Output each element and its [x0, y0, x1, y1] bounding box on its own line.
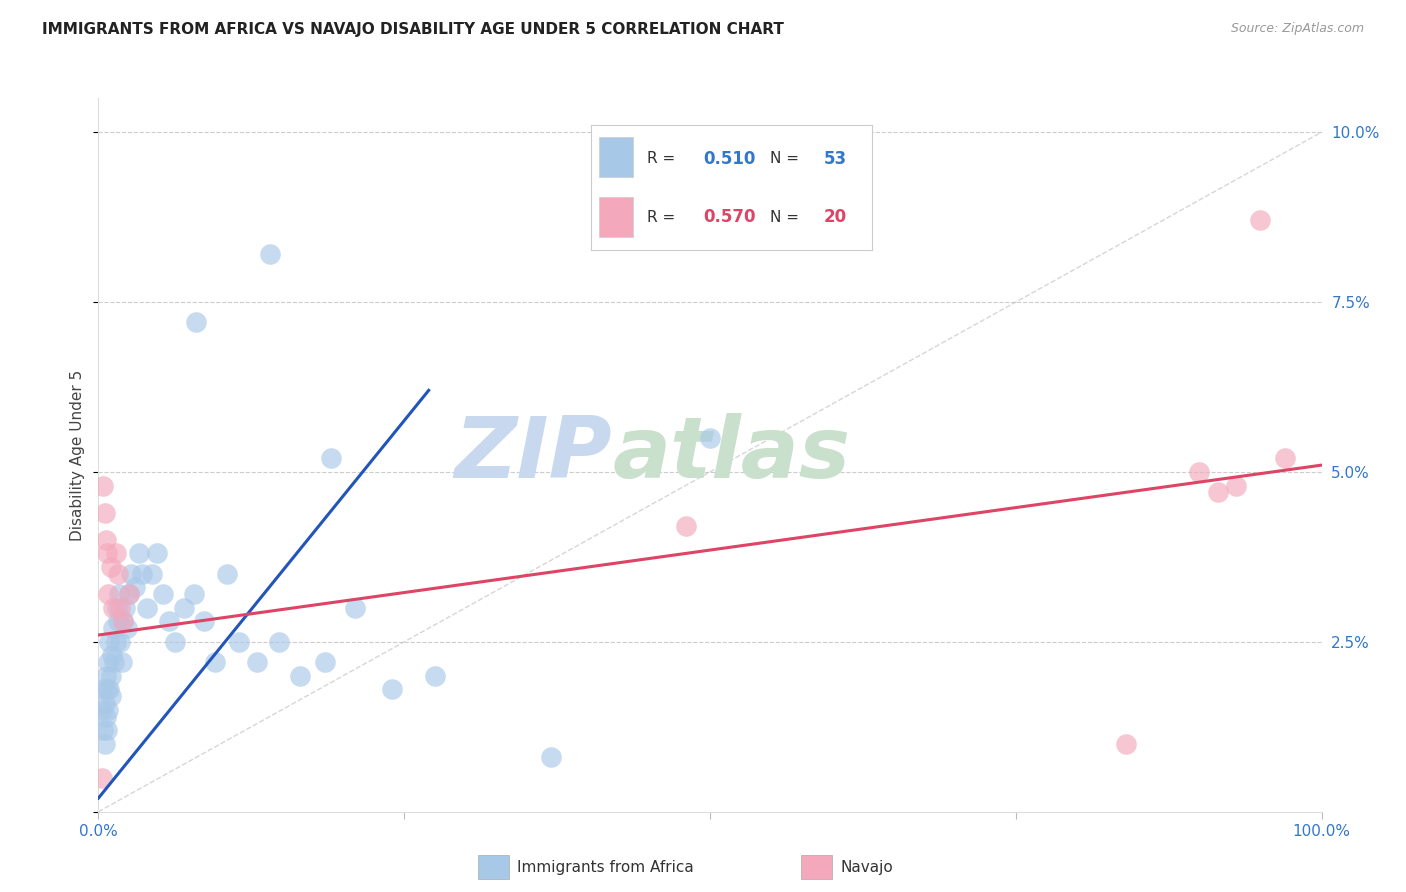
Point: [141, 566, 163, 581]
Point: [91, 703, 114, 717]
Point: [111, 615, 134, 629]
Point: [152, 587, 174, 601]
Point: [1115, 737, 1137, 751]
Text: 53: 53: [824, 150, 846, 168]
Point: [118, 587, 141, 601]
Point: [107, 615, 129, 629]
Point: [259, 247, 281, 261]
Point: [246, 655, 269, 669]
Point: [183, 587, 205, 601]
Point: [344, 600, 367, 615]
Point: [103, 655, 125, 669]
Point: [423, 669, 446, 683]
Point: [173, 600, 195, 615]
Point: [101, 600, 124, 615]
Point: [96, 682, 118, 697]
Text: 0.570: 0.570: [703, 209, 755, 227]
Point: [105, 600, 128, 615]
Text: 20: 20: [824, 209, 846, 227]
FancyBboxPatch shape: [599, 197, 633, 237]
Point: [128, 546, 150, 560]
Point: [91, 682, 114, 697]
Point: [104, 635, 127, 649]
Point: [540, 750, 562, 764]
Point: [699, 431, 721, 445]
Point: [319, 451, 342, 466]
Point: [1206, 485, 1229, 500]
Text: N =: N =: [770, 210, 804, 225]
Point: [94, 533, 117, 547]
Point: [98, 682, 121, 697]
Point: [100, 669, 122, 683]
Point: [101, 648, 124, 663]
Text: R =: R =: [647, 210, 681, 225]
Point: [98, 635, 121, 649]
Point: [146, 546, 169, 560]
Text: Immigrants from Africa: Immigrants from Africa: [517, 860, 695, 874]
Point: [193, 615, 215, 629]
Text: atlas: atlas: [612, 413, 851, 497]
Text: N =: N =: [770, 151, 804, 166]
Point: [131, 566, 153, 581]
Point: [186, 315, 208, 329]
Point: [1274, 451, 1296, 466]
Point: [94, 669, 117, 683]
Point: [93, 696, 115, 710]
Point: [104, 546, 127, 560]
Point: [93, 506, 115, 520]
Point: [157, 615, 180, 629]
Point: [675, 519, 697, 533]
Point: [97, 703, 120, 717]
Point: [290, 669, 312, 683]
Point: [124, 581, 146, 595]
Point: [215, 566, 238, 581]
Point: [120, 566, 142, 581]
Point: [381, 682, 404, 697]
Point: [91, 723, 114, 738]
FancyBboxPatch shape: [599, 137, 633, 178]
Point: [1225, 478, 1247, 492]
Text: ZIP: ZIP: [454, 413, 612, 497]
Point: [96, 723, 118, 738]
Point: [110, 600, 132, 615]
Point: [101, 621, 124, 635]
Point: [204, 655, 226, 669]
Y-axis label: Disability Age Under 5: Disability Age Under 5: [70, 369, 86, 541]
Point: [97, 587, 120, 601]
Point: [114, 600, 136, 615]
Point: [93, 737, 115, 751]
Point: [100, 689, 122, 703]
Point: [100, 560, 122, 574]
Point: [97, 655, 120, 669]
Point: [228, 635, 250, 649]
Point: [110, 635, 132, 649]
Point: [111, 615, 134, 629]
Point: [136, 600, 159, 615]
Point: [94, 709, 117, 723]
Text: Navajo: Navajo: [841, 860, 894, 874]
Point: [269, 635, 291, 649]
Point: [108, 587, 131, 601]
Text: R =: R =: [647, 151, 681, 166]
Text: Source: ZipAtlas.com: Source: ZipAtlas.com: [1230, 22, 1364, 36]
Point: [96, 546, 118, 560]
Text: 0.510: 0.510: [703, 150, 755, 168]
Point: [314, 655, 336, 669]
Point: [1249, 213, 1271, 227]
Point: [91, 478, 114, 492]
Point: [1188, 465, 1211, 479]
Point: [91, 771, 114, 785]
Point: [107, 566, 129, 581]
Point: [111, 655, 134, 669]
Point: [115, 621, 138, 635]
Point: [118, 587, 141, 601]
Point: [165, 635, 187, 649]
Text: IMMIGRANTS FROM AFRICA VS NAVAJO DISABILITY AGE UNDER 5 CORRELATION CHART: IMMIGRANTS FROM AFRICA VS NAVAJO DISABIL…: [42, 22, 785, 37]
